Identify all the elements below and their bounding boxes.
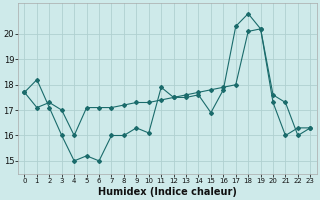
X-axis label: Humidex (Indice chaleur): Humidex (Indice chaleur) [98,187,237,197]
